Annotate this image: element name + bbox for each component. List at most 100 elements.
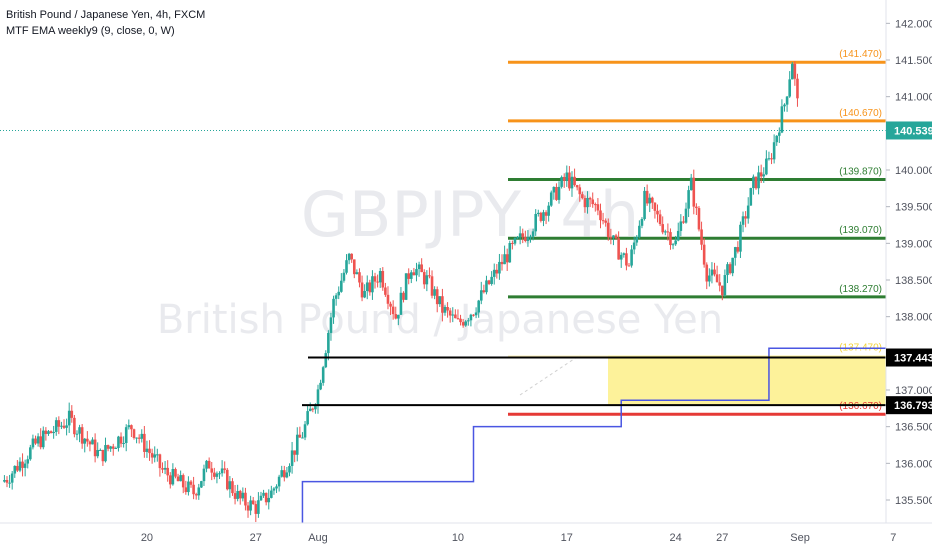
candle-up xyxy=(565,172,569,181)
candle-up xyxy=(295,434,299,455)
candle-down xyxy=(132,429,136,438)
price-tag-bg xyxy=(886,396,932,415)
candle-up xyxy=(267,497,271,503)
candle-down xyxy=(521,233,525,238)
candle-down xyxy=(482,290,486,293)
candle-up xyxy=(99,449,102,451)
candle-down xyxy=(246,505,250,511)
candle-up xyxy=(790,63,794,80)
candle-up xyxy=(526,237,530,241)
candle-up xyxy=(124,427,128,444)
candle-up xyxy=(365,282,369,291)
indicator-title[interactable]: MTF EMA weekly9 (9, close, 0, W) xyxy=(6,25,175,37)
candle-up xyxy=(109,446,112,449)
price-tick-label: 139.500 xyxy=(895,202,932,214)
price-tick-label: 138.500 xyxy=(895,275,932,287)
candle-down xyxy=(524,237,527,241)
candle-down xyxy=(702,244,706,265)
candle-up xyxy=(513,238,517,244)
candle-down xyxy=(568,172,571,189)
level-label: (141.470) xyxy=(839,49,882,60)
candle-down xyxy=(555,187,558,200)
candle-up xyxy=(492,269,496,277)
candle-up xyxy=(215,473,219,477)
candle-up xyxy=(200,481,203,488)
candle-down xyxy=(435,289,439,305)
candle-down xyxy=(500,261,504,265)
candle-down xyxy=(311,408,315,410)
candle-up xyxy=(259,495,263,501)
candle-up xyxy=(547,205,550,216)
candle-down xyxy=(231,481,234,494)
candle-up xyxy=(746,205,750,219)
candle-down xyxy=(448,310,452,316)
candle-down xyxy=(189,481,193,485)
candle-up xyxy=(47,431,50,434)
candle-up xyxy=(397,314,400,319)
candle-up xyxy=(340,280,343,292)
candle-up xyxy=(83,438,87,444)
price-tag-bg xyxy=(886,121,932,140)
candle-down xyxy=(656,210,659,215)
candle-up xyxy=(329,317,333,333)
watermark-symbol: GBPJPY, 4h xyxy=(301,178,639,251)
candle-up xyxy=(205,460,208,469)
candle-down xyxy=(666,231,670,233)
candle-down xyxy=(609,237,613,239)
candle-up xyxy=(417,264,421,270)
candle-up xyxy=(739,224,742,252)
candle-down xyxy=(422,272,426,285)
candle-down xyxy=(651,197,654,203)
candle-up xyxy=(638,225,641,238)
candle-down xyxy=(591,199,595,205)
candle-down xyxy=(420,264,423,273)
candle-down xyxy=(454,314,457,319)
candle-up xyxy=(18,461,22,471)
candle-up xyxy=(451,314,455,316)
candle-down xyxy=(166,467,169,476)
candle-down xyxy=(487,280,491,284)
candle-down xyxy=(80,427,84,444)
candle-down xyxy=(213,472,216,477)
time-tick-label: 24 xyxy=(670,532,682,544)
price-tag-label: 140.539 xyxy=(894,125,932,137)
price-tick-label: 142.000 xyxy=(895,18,932,30)
symbol-title[interactable]: British Pound / Japanese Yen, 4h, FXCM xyxy=(6,9,206,21)
candle-up xyxy=(762,174,766,177)
candle-down xyxy=(137,437,141,439)
candle-up xyxy=(363,290,366,298)
candle-down xyxy=(244,492,247,506)
ema-weekly-line xyxy=(301,347,909,523)
candle-down xyxy=(407,273,411,279)
candle-down xyxy=(251,500,255,505)
candle-up xyxy=(731,257,734,274)
candle-up xyxy=(534,213,537,232)
candle-up xyxy=(29,447,32,460)
candle-down xyxy=(446,307,449,311)
candle-down xyxy=(728,264,732,274)
candle-up xyxy=(179,475,182,482)
candle-down xyxy=(645,190,649,204)
candle-down xyxy=(606,222,610,238)
candle-up xyxy=(52,431,55,434)
trend-dash xyxy=(519,354,581,396)
candle-up xyxy=(285,472,289,478)
time-tick-label: Aug xyxy=(308,532,328,544)
candle-up xyxy=(415,269,418,276)
candle-up xyxy=(23,463,27,468)
price-tick-label: 136.500 xyxy=(895,422,932,434)
candle-down xyxy=(658,214,662,225)
candle-down xyxy=(544,212,548,216)
candle-down xyxy=(192,484,195,495)
candle-up xyxy=(674,240,677,245)
candle-up xyxy=(503,254,506,265)
candle-up xyxy=(586,197,589,208)
candle-down xyxy=(376,281,379,283)
candle-down xyxy=(181,475,185,488)
candle-down xyxy=(254,504,258,514)
candle-down xyxy=(148,448,151,454)
candle-down xyxy=(21,461,24,468)
candle-up xyxy=(163,467,167,470)
candle-up xyxy=(3,480,6,482)
